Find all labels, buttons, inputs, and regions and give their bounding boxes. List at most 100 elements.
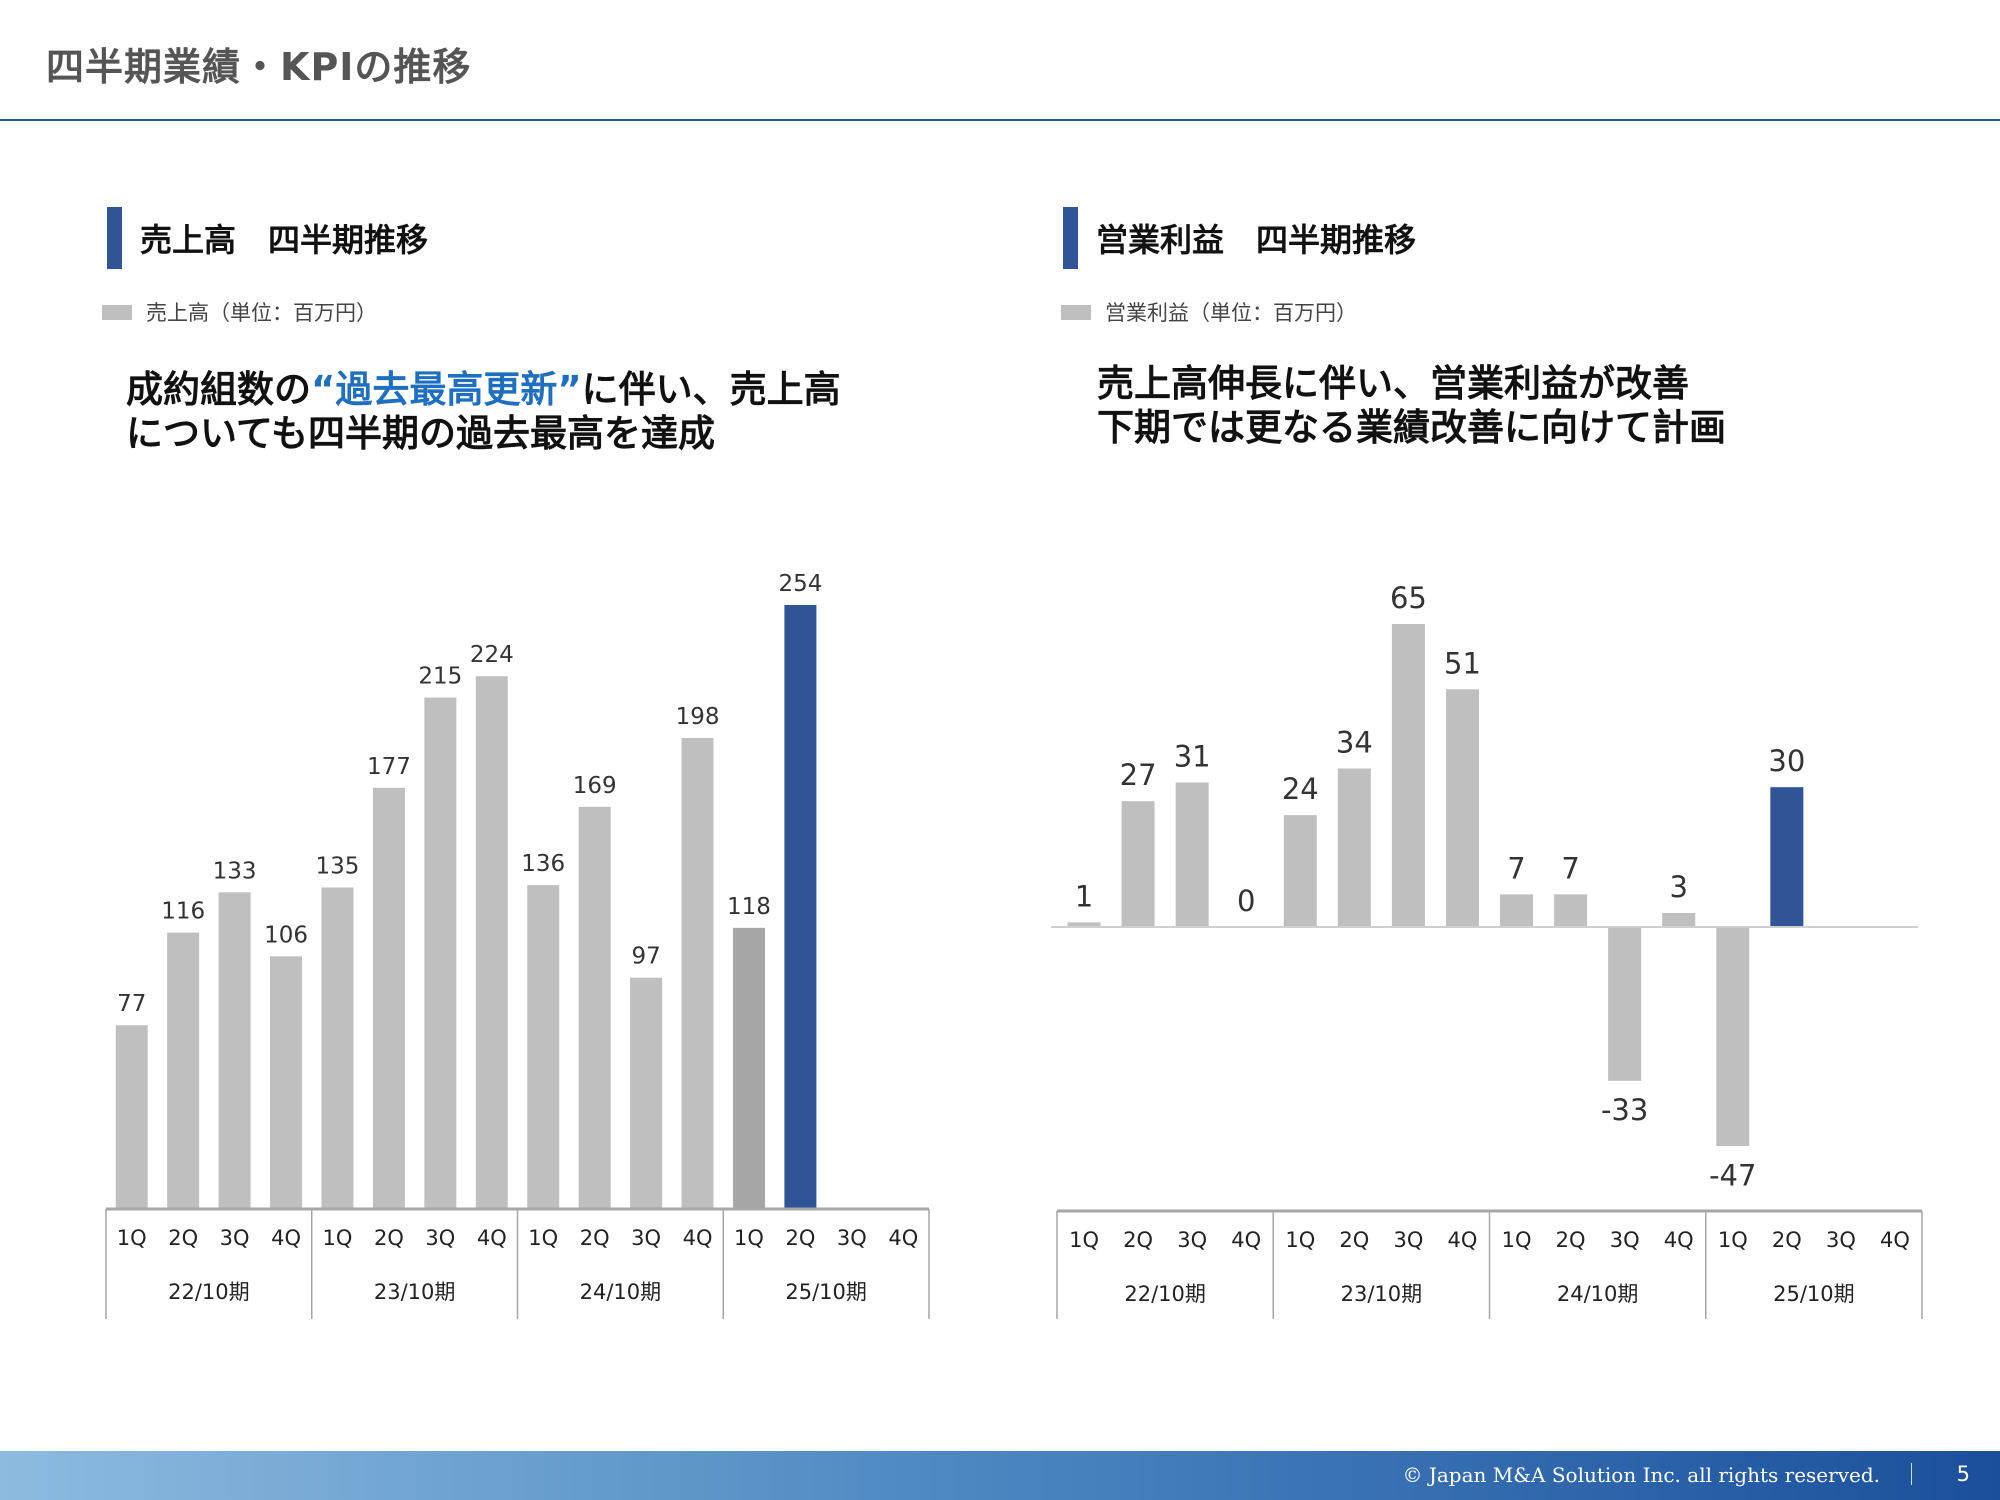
fiscal-year-label: 25/10期 [785,1280,867,1304]
category-tick-label: 3Q [837,1226,867,1250]
category-tick-label: 4Q [1664,1228,1694,1252]
category-tick-label: 3Q [1393,1228,1423,1252]
bar-12 [681,737,714,1208]
category-tick-label: 3Q [425,1226,455,1250]
category-tick-label: 1Q [1069,1228,1099,1252]
bar-3 [218,892,251,1208]
bar-9 [1500,894,1534,927]
category-tick-label: 2Q [1556,1228,1586,1252]
data-label-7: 65 [1390,581,1427,615]
bar-13 [732,927,765,1208]
category-tick-label: 4Q [271,1226,301,1250]
category-tick-label: 1Q [1285,1228,1315,1252]
bar-8 [1445,689,1479,927]
category-tick-label: 4Q [888,1226,918,1250]
bar-8 [475,676,508,1208]
operating-profit-headline: 売上高伸長に伴い、営業利益が改善 下期では更なる業績改善に向けて計画 [1097,362,1726,450]
bar-13 [1716,927,1750,1147]
category-tick-label: 2Q [1123,1228,1153,1252]
data-label-6: 177 [367,754,411,780]
bar-11 [630,977,663,1208]
category-tick-label: 1Q [117,1226,147,1250]
category-tick-label: 3Q [1826,1228,1856,1252]
bar-7 [424,697,457,1208]
category-tick-label: 4Q [683,1226,713,1250]
operating-profit-headline-line1: 売上高伸長に伴い、営業利益が改善 [1097,362,1689,405]
legend-swatch [102,304,132,320]
category-tick-label: 4Q [1231,1228,1261,1252]
section-accent-bar [1063,207,1078,269]
title-rule [0,119,2000,121]
bar-11 [1608,927,1642,1081]
bar-5 [1283,815,1317,927]
data-label-13: -47 [1709,1158,1756,1192]
revenue-headline-line2: についても四半期の過去最高を達成 [126,412,716,455]
data-label-14: 254 [778,571,822,597]
data-label-9: 7 [1507,851,1525,885]
revenue-headline: 成約組数の“過去最高更新”に伴い、売上高 についても四半期の過去最高を達成 [126,368,841,456]
category-tick-label: 2Q [374,1226,404,1250]
bar-6 [372,787,405,1208]
fiscal-year-label: 23/10期 [374,1280,456,1304]
category-tick-label: 1Q [323,1226,353,1250]
category-tick-label: 3Q [1610,1228,1640,1252]
fiscal-year-label: 25/10期 [1773,1282,1855,1306]
category-tick-label: 2Q [168,1226,198,1250]
footer-separator [1911,1463,1912,1485]
page-number: 5 [1956,1462,1970,1486]
bar-9 [527,885,560,1208]
data-label-5: 24 [1282,772,1319,806]
data-label-11: 97 [631,944,660,970]
operating-profit-headline-line2: 下期では更なる業績改善に向けて計画 [1097,406,1726,449]
data-label-13: 118 [727,894,771,920]
revenue-bar-chart: 77 116 133 106 135 177 215 224 136 169 97 198 118 254… [105,571,930,1319]
category-tick-label: 4Q [477,1226,507,1250]
bar-4 [270,956,303,1208]
data-label-3: 133 [213,858,257,884]
bar-2 [167,932,200,1208]
headline-highlight: “過去最高更新” [311,368,582,411]
category-tick-label: 1Q [734,1226,764,1250]
category-tick-label: 3Q [220,1226,250,1250]
operating-profit-section-title: 営業利益 四半期推移 [1096,221,1417,259]
bar-14 [784,605,817,1208]
data-label-14: 30 [1768,744,1805,778]
footer-bar: © Japan M&A Solution Inc. all rights res… [0,1451,2000,1500]
legend-swatch [1061,304,1091,320]
category-tick-label: 3Q [1177,1228,1207,1252]
bar-1 [1067,922,1101,927]
section-accent-bar [107,207,122,269]
data-label-10: 7 [1561,851,1579,885]
category-tick-label: 1Q [1718,1228,1748,1252]
data-label-2: 116 [161,899,205,925]
bar-12 [1662,913,1696,927]
category-tick-label: 4Q [1880,1228,1910,1252]
revenue-section-title: 売上高 四半期推移 [140,221,429,259]
category-tick-label: 2Q [785,1226,815,1250]
category-tick-label: 3Q [631,1226,661,1250]
data-label-1: 77 [117,991,146,1017]
copyright: © Japan M&A Solution Inc. all rights res… [1402,1463,1881,1487]
bar-5 [321,887,354,1208]
data-label-2: 27 [1120,758,1157,792]
data-label-11: -33 [1601,1093,1648,1127]
bar-6 [1337,768,1371,927]
headline-text: 成約組数の [126,368,311,411]
page-title: 四半期業績・KPIの推移 [46,45,472,89]
bar-10 [578,806,611,1208]
revenue-headline-line1: 成約組数の“過去最高更新”に伴い、売上高 [126,368,841,412]
data-label-8: 224 [470,642,514,668]
bar-7 [1391,624,1425,927]
category-tick-label: 2Q [580,1226,610,1250]
operating-profit-section-header: 営業利益 四半期推移 [1063,207,1416,269]
bar-2 [1121,801,1155,927]
operating-profit-bar-chart: 1 27 31 0 24 34 65 51 7 7 -33 3 -47 30 1Q 2Q 3Q 4Q 1Q 2Q 3Q 4… [1051,581,1923,1319]
revenue-legend-label: 売上高（単位：百万円） [146,301,377,325]
data-label-12: 3 [1669,870,1687,904]
category-tick-label: 2Q [1772,1228,1802,1252]
data-label-10: 169 [573,773,617,799]
data-label-1: 1 [1075,879,1093,913]
operating-profit-legend-label: 営業利益（単位：百万円） [1105,301,1357,325]
revenue-legend: 売上高（単位：百万円） [102,297,377,327]
bar-3 [1175,782,1209,927]
